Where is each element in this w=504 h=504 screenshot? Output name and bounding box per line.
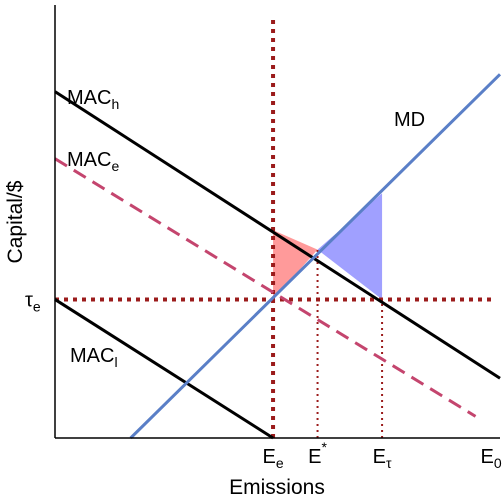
- shaded-region-right: [317, 193, 383, 300]
- x-tick-label-2: E*: [308, 439, 327, 468]
- x-axis-title: Emissions: [229, 476, 325, 499]
- series-line-mach: [54, 90, 501, 380]
- shaded-regions: [273, 193, 383, 300]
- series-label-md: MD: [394, 109, 425, 131]
- tick-labels: Ee E* Eτ E0 τe: [25, 289, 502, 471]
- x-tick-label-3: Eτ: [373, 446, 392, 471]
- series-label-mace: MACe: [67, 149, 119, 174]
- shaded-region-left: [273, 230, 318, 300]
- x-tick-label-4: E0: [481, 446, 502, 471]
- reference-lines: [55, 18, 496, 438]
- y-axis-title: Capital/$: [4, 180, 27, 263]
- series-label-macl: MACl: [70, 345, 118, 370]
- axes: [54, 5, 500, 439]
- series-line-md: [129, 73, 502, 440]
- x-tick-label-1: Ee: [262, 446, 283, 471]
- series-labels: MACh MACe MACl MD: [67, 87, 425, 370]
- y-tick-label-1: τe: [25, 289, 41, 314]
- series-line-macl: [54, 298, 274, 440]
- series-line-mace: [54, 157, 477, 418]
- series-lines: [54, 73, 502, 440]
- series-label-mach: MACh: [67, 87, 119, 112]
